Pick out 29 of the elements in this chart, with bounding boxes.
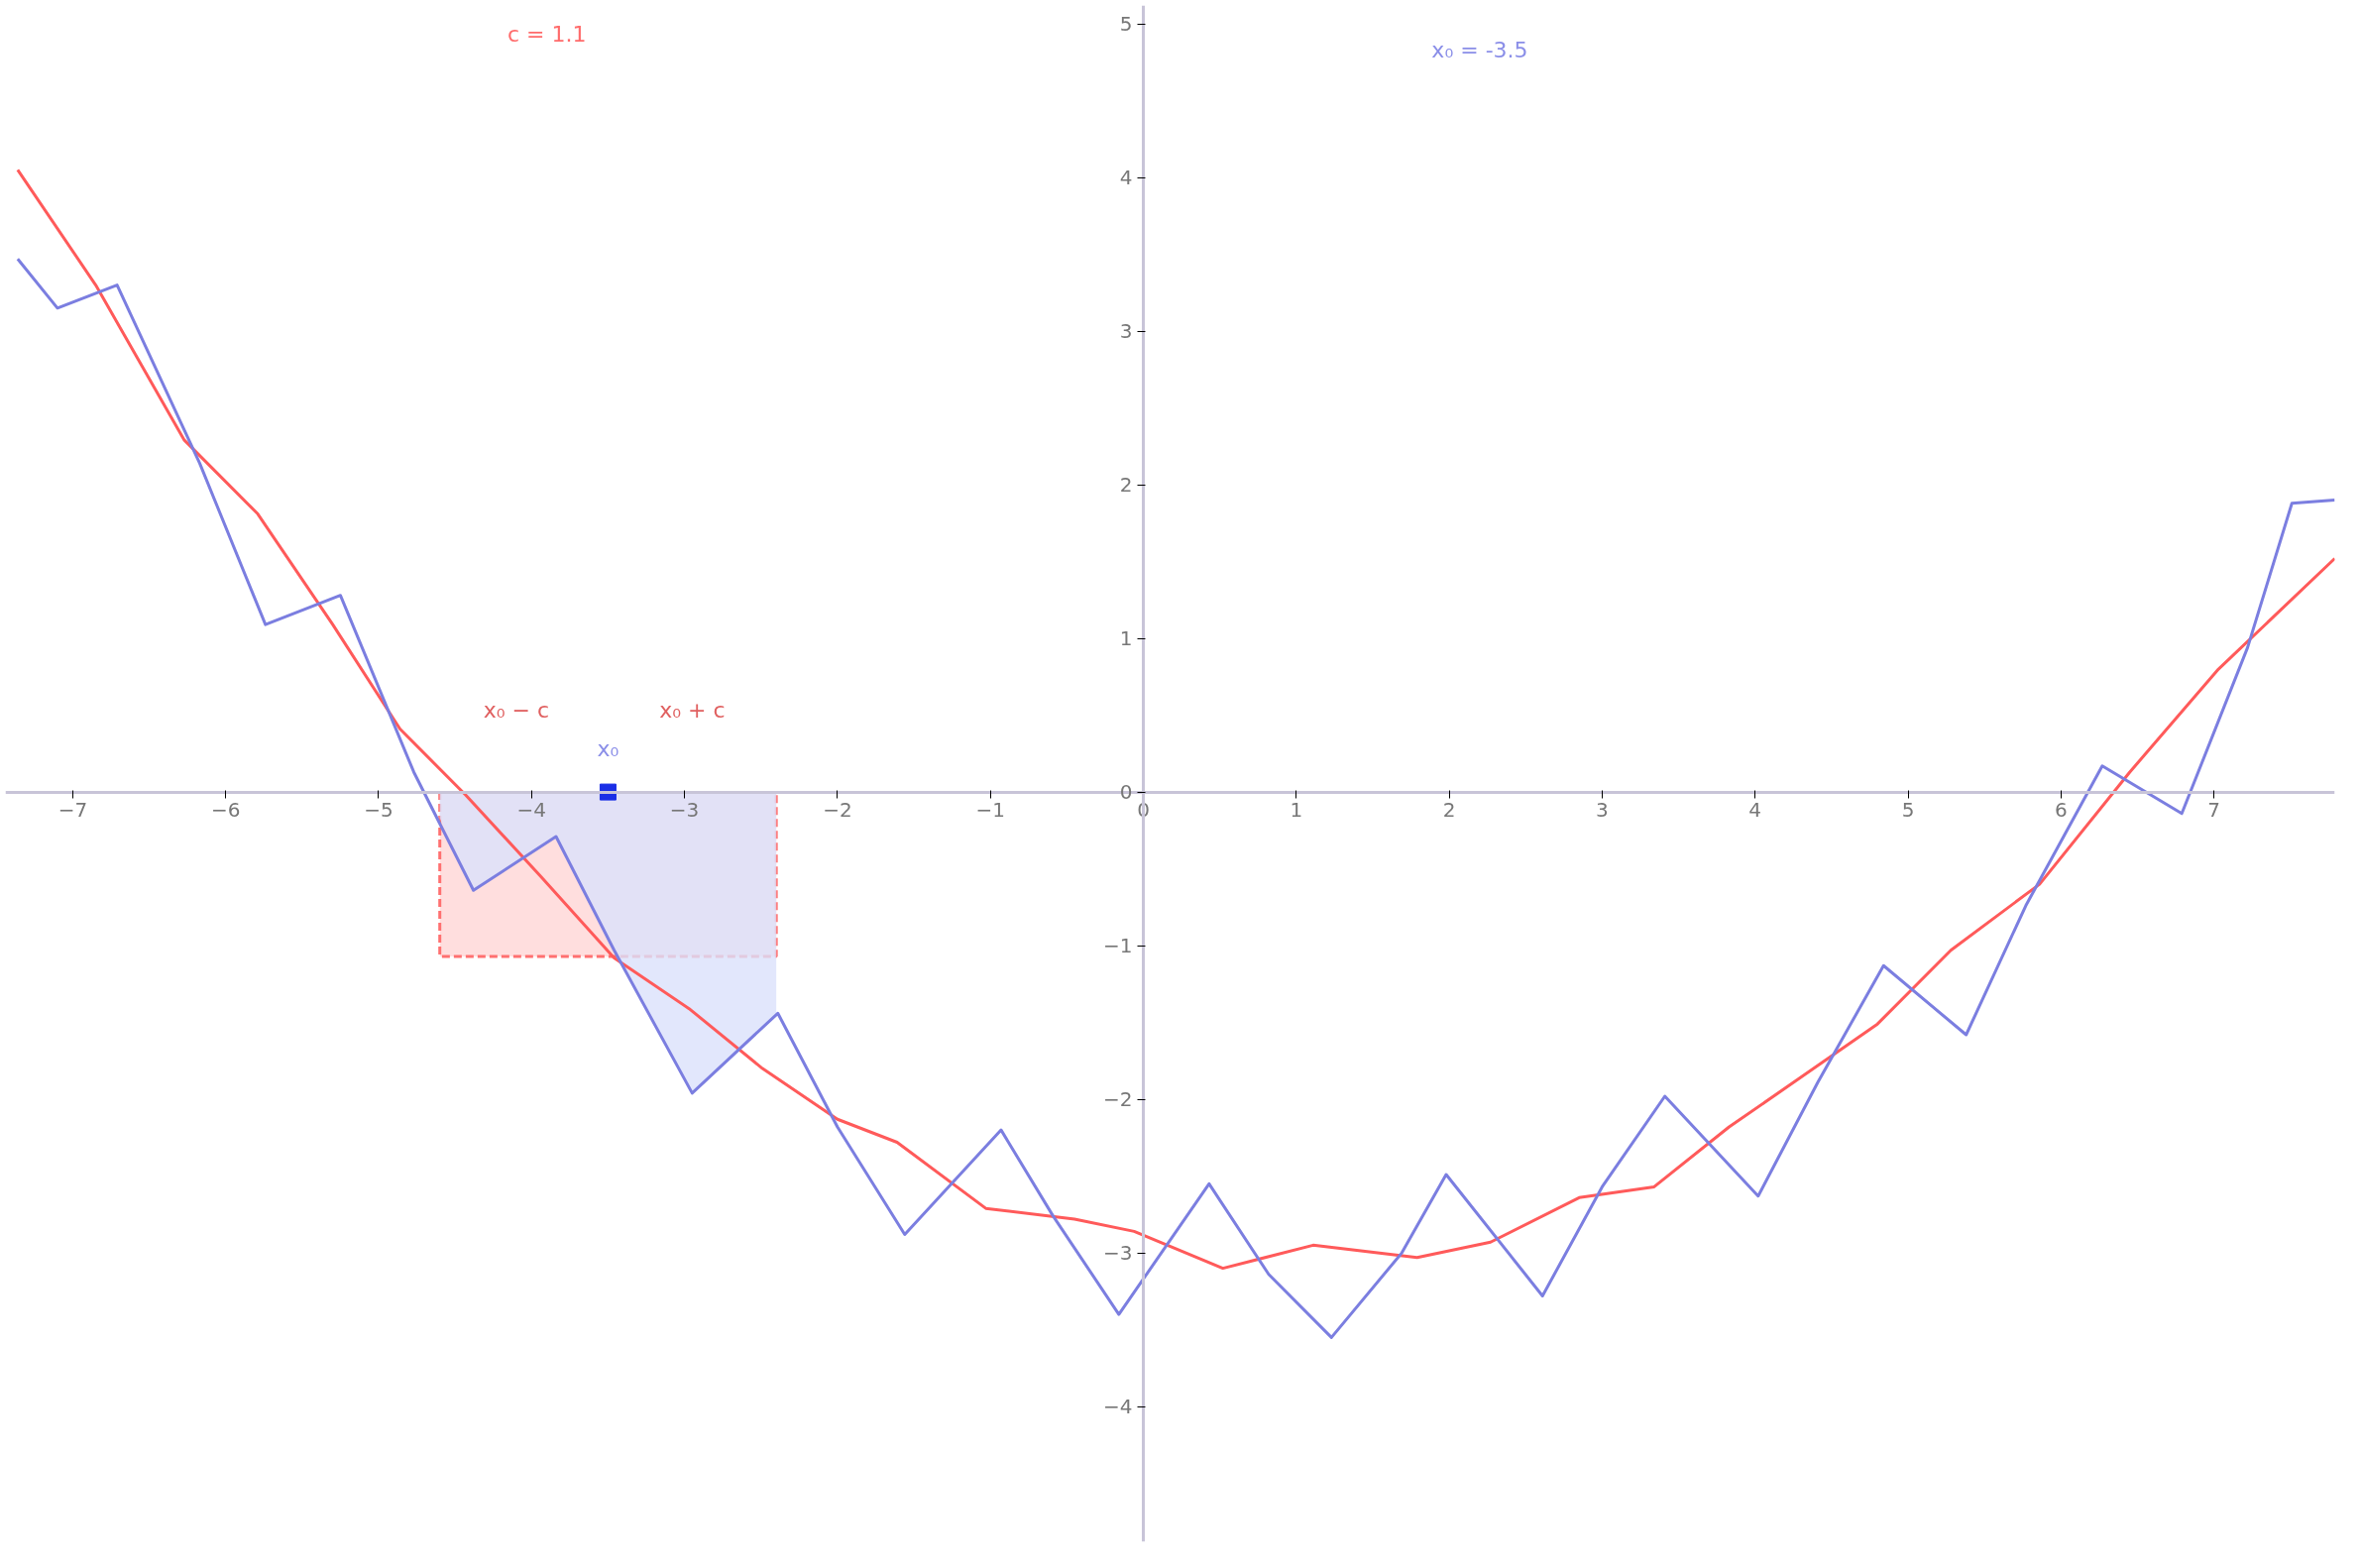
x-tick-label: 4: [1748, 798, 1762, 823]
y-tick-label: 5: [1119, 12, 1133, 37]
annotation: x₀ − c: [483, 698, 550, 724]
y-tick-label: 2: [1119, 473, 1133, 498]
x-tick-label: 7: [2207, 798, 2220, 823]
y-tick-label: −2: [1103, 1087, 1133, 1112]
annotation: c = 1.1: [506, 22, 587, 48]
x-tick-label: −6: [210, 798, 241, 823]
x-tick-label: −1: [975, 798, 1005, 823]
x-tick-label: −5: [364, 798, 394, 823]
x-tick-label: 2: [1442, 798, 1456, 823]
x-tick-label: 1: [1290, 798, 1303, 823]
annotation: x₀ + c: [659, 698, 726, 724]
y-tick-label: 1: [1119, 626, 1133, 651]
y-tick-label: −1: [1103, 934, 1133, 958]
x-tick-label: −4: [516, 798, 547, 823]
y-tick-label: −3: [1103, 1241, 1133, 1266]
x-tick-label: 6: [2054, 798, 2068, 823]
x-tick-label: −2: [823, 798, 852, 823]
y-tick-label: −4: [1103, 1395, 1133, 1419]
x-tick-label: −7: [57, 798, 88, 823]
x-tick-label: −3: [669, 798, 700, 823]
annotation: x₀: [597, 736, 619, 762]
y-tick-label: 3: [1119, 319, 1133, 344]
x-tick-label: 5: [1901, 798, 1915, 823]
annotation: x₀ = -3.5: [1431, 37, 1528, 62]
y-tick-label: 0: [1119, 780, 1133, 805]
x-tick-label: 3: [1596, 798, 1609, 823]
y-tick-label: 4: [1119, 166, 1133, 190]
